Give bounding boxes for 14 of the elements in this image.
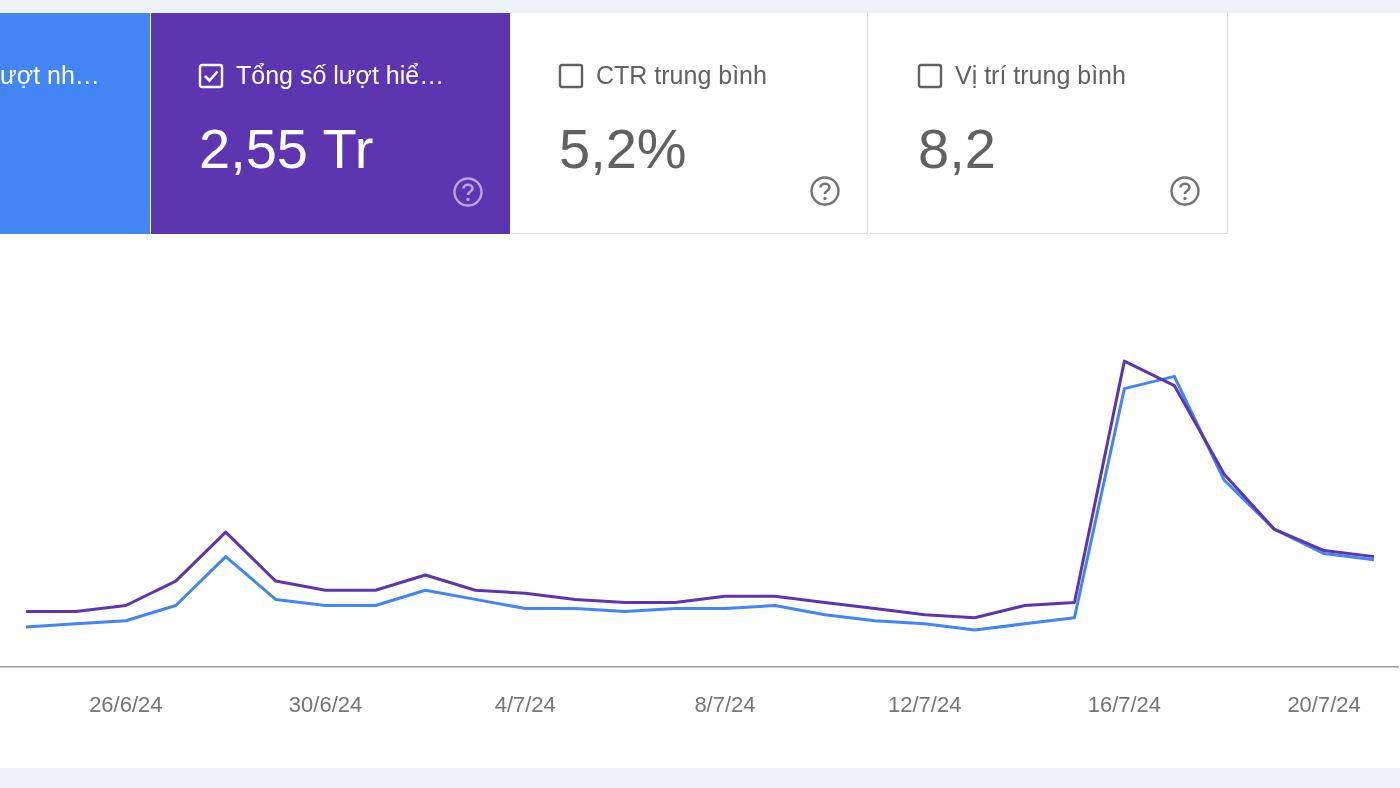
text: Vị trí trung bình bbox=[955, 61, 1126, 90]
text: 5,2% bbox=[559, 116, 687, 181]
x-tick-label: 20/7/24 bbox=[1287, 691, 1361, 717]
x-tick-label: 4/7/24 bbox=[494, 691, 556, 717]
text: 8,2 bbox=[918, 116, 996, 181]
x-tick-label: 26/6/24 bbox=[89, 691, 163, 717]
text: 2,55 Tr bbox=[199, 116, 374, 181]
x-tick-label: 8/7/24 bbox=[694, 691, 756, 717]
x-tick-label: 30/6/24 bbox=[288, 691, 363, 717]
x-tick-label: 16/7/24 bbox=[1087, 691, 1162, 717]
text: Tổng số lượt hiể… bbox=[236, 61, 445, 90]
text: ượt nh… bbox=[0, 61, 100, 90]
x-tick-label: 12/7/24 bbox=[887, 691, 962, 717]
text: CTR trung bình bbox=[596, 61, 767, 90]
